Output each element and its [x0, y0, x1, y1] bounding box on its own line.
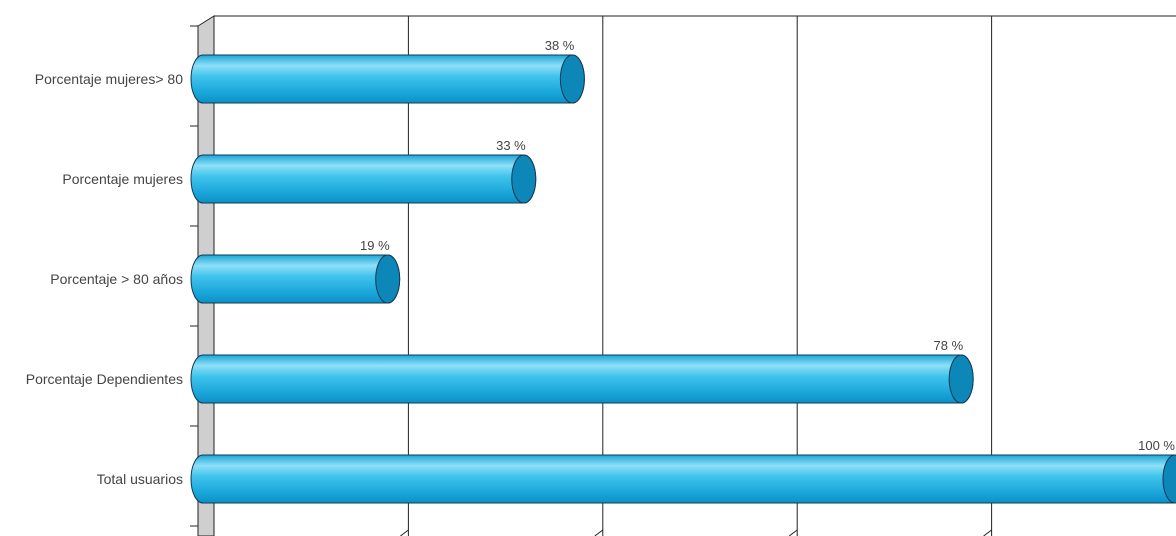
bar-cap	[511, 154, 537, 204]
category-label: Total usuarios	[97, 471, 183, 487]
bar-cap	[1162, 454, 1176, 504]
bar-body	[190, 454, 1176, 504]
category-labels: Porcentaje mujeres> 80 Porcentaje mujeres…	[26, 71, 183, 487]
value-labels: 38 % 33 % 19 % 78 % 100 %	[360, 38, 1175, 453]
category-label: Porcentaje mujeres> 80	[35, 71, 183, 87]
bar-body	[190, 354, 974, 404]
bar	[190, 354, 974, 404]
bars	[190, 54, 1176, 504]
bar-cap	[375, 254, 401, 304]
gridline-foot	[594, 529, 604, 536]
bar	[190, 54, 585, 104]
bar-cap	[559, 54, 585, 104]
gridlines	[400, 16, 993, 536]
value-label: 100 %	[1138, 438, 1175, 453]
gridline-foot	[400, 529, 409, 536]
gridline-foot	[788, 529, 798, 536]
category-label: Porcentaje mujeres	[62, 171, 183, 187]
value-label: 33 %	[496, 138, 526, 153]
axis-ticks	[190, 25, 198, 527]
value-label: 19 %	[360, 238, 390, 253]
value-label: 78 %	[934, 338, 964, 353]
bar	[190, 254, 401, 304]
value-label: 38 %	[545, 38, 575, 53]
category-label: Porcentaje Dependientes	[26, 371, 183, 387]
bar	[190, 454, 1176, 504]
category-label: Porcentaje > 80 años	[50, 271, 183, 287]
bar-body	[190, 154, 537, 204]
gridline-foot	[983, 529, 992, 536]
bar-cap	[948, 354, 974, 404]
bar-body	[190, 54, 585, 104]
bar	[190, 154, 537, 204]
bar-body	[190, 254, 401, 304]
